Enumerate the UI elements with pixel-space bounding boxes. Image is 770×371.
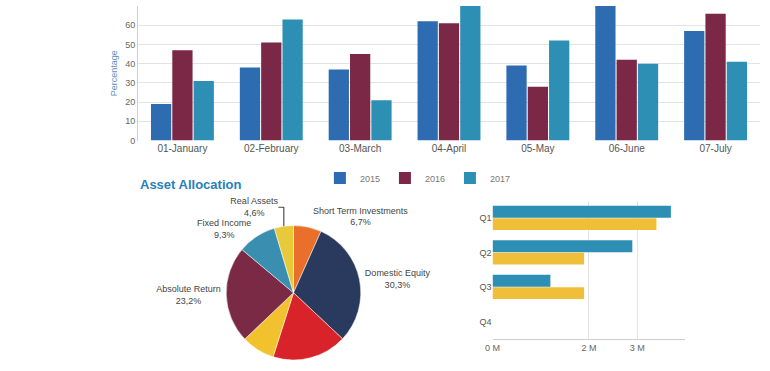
svg-text:2015: 2015 xyxy=(360,174,380,184)
svg-text:3 M: 3 M xyxy=(630,343,645,353)
svg-text:30: 30 xyxy=(125,78,135,88)
svg-text:Domestic Equity30,3%: Domestic Equity30,3% xyxy=(365,268,431,290)
svg-text:2016: 2016 xyxy=(425,174,445,184)
svg-text:02-February: 02-February xyxy=(244,143,298,154)
svg-text:0: 0 xyxy=(130,136,135,146)
svg-text:60: 60 xyxy=(125,20,135,30)
svg-text:04-April: 04-April xyxy=(432,143,466,154)
svg-text:Q2: Q2 xyxy=(480,248,492,258)
svg-text:10: 10 xyxy=(125,116,135,126)
svg-text:Absolute Return23,2%: Absolute Return23,2% xyxy=(156,284,221,306)
svg-text:01-January: 01-January xyxy=(157,143,207,154)
svg-text:0 M: 0 M xyxy=(485,343,500,353)
svg-text:2 M: 2 M xyxy=(581,343,596,353)
svg-text:50: 50 xyxy=(125,40,135,50)
svg-text:Percentage: Percentage xyxy=(109,50,119,96)
svg-text:Q1: Q1 xyxy=(480,213,492,223)
svg-text:40: 40 xyxy=(125,59,135,69)
svg-text:Q4: Q4 xyxy=(480,317,492,327)
svg-text:Q3: Q3 xyxy=(480,282,492,292)
svg-text:07-July: 07-July xyxy=(699,143,731,154)
svg-text:Real Assets4,6%: Real Assets4,6% xyxy=(230,196,278,218)
svg-text:03-March: 03-March xyxy=(339,143,381,154)
svg-text:05-May: 05-May xyxy=(521,143,554,154)
svg-text:Short Term Investments6,7%: Short Term Investments6,7% xyxy=(313,206,408,228)
svg-text:2017: 2017 xyxy=(490,174,510,184)
svg-text:06-June: 06-June xyxy=(609,143,646,154)
svg-text:Fixed Income9,3%: Fixed Income9,3% xyxy=(197,218,251,240)
svg-text:Asset Allocation: Asset Allocation xyxy=(140,177,241,192)
svg-text:20: 20 xyxy=(125,97,135,107)
